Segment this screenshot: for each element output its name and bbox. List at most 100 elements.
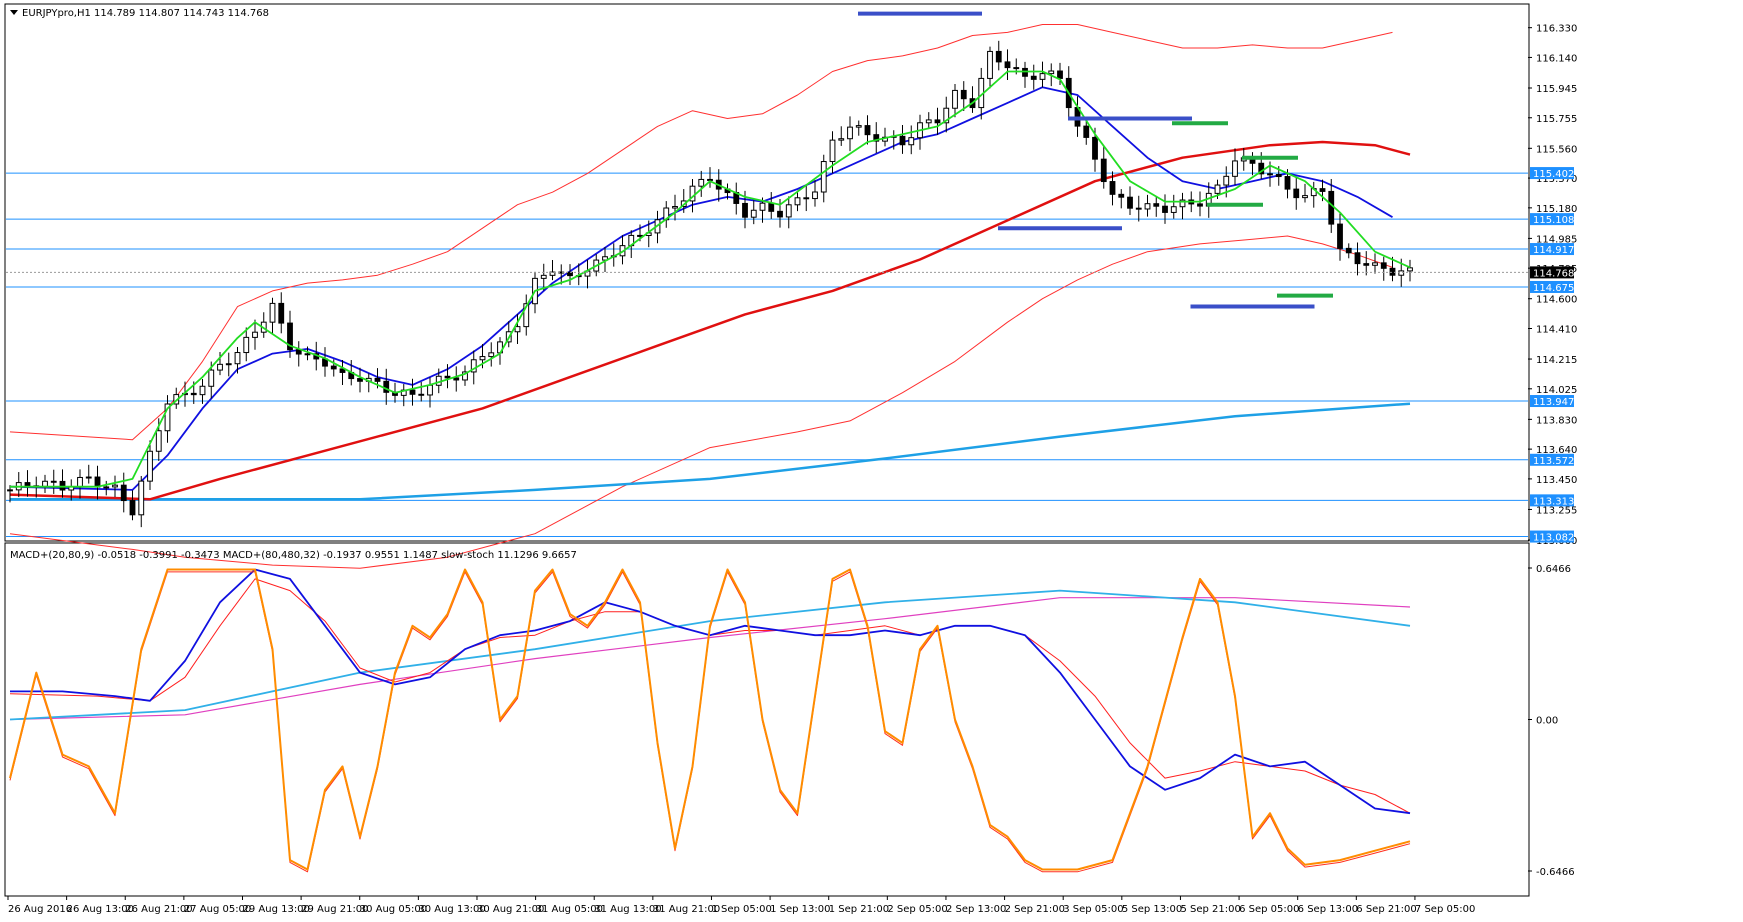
candle-down bbox=[777, 210, 783, 218]
level-tag bbox=[1530, 213, 1574, 226]
candle-up bbox=[1170, 206, 1177, 213]
candle-up bbox=[514, 326, 521, 333]
price-tick-label: 114.410 bbox=[1536, 324, 1577, 335]
time-tick-label: 2 Sep 21:00 bbox=[1005, 904, 1065, 915]
macd-blue-line bbox=[10, 568, 1411, 815]
time-tick-label: 1 Sep 05:00 bbox=[711, 904, 771, 915]
chart-header: EURJPYpro,H1 114.789 114.807 114.743 114… bbox=[22, 8, 269, 19]
candle-up bbox=[672, 206, 678, 209]
current-price-label: 114.768 bbox=[1533, 268, 1574, 279]
candle-down bbox=[768, 202, 775, 212]
candle-up bbox=[1048, 70, 1055, 75]
level-tag bbox=[1530, 453, 1574, 466]
time-tick-label: 30 Aug 21:00 bbox=[477, 904, 544, 915]
candle-down bbox=[1275, 174, 1282, 178]
candle-up bbox=[225, 363, 232, 366]
candle-down bbox=[278, 302, 285, 324]
candle-down bbox=[995, 50, 1002, 63]
candle-up bbox=[987, 50, 993, 79]
candle-down bbox=[1109, 181, 1116, 195]
time-tick-label: 29 Aug 13:00 bbox=[242, 904, 309, 915]
candle-down bbox=[1380, 262, 1387, 269]
candle-up bbox=[1223, 175, 1230, 186]
candle-down bbox=[1293, 188, 1300, 199]
candle-up bbox=[759, 202, 766, 211]
candle-up bbox=[462, 371, 468, 381]
macd-red-line bbox=[9, 578, 1411, 814]
candle-up bbox=[1302, 195, 1308, 199]
ma-cyan-line bbox=[10, 402, 1411, 501]
candle-up bbox=[112, 484, 118, 488]
candle-up bbox=[269, 302, 276, 323]
current-price-tag bbox=[1530, 266, 1574, 279]
dropdown-arrow-icon bbox=[10, 10, 18, 15]
level-tag bbox=[1530, 395, 1574, 408]
candle-up bbox=[85, 476, 92, 479]
price-tick-label: 114.215 bbox=[1536, 355, 1577, 366]
candle-up bbox=[925, 119, 932, 124]
candle-up bbox=[1144, 203, 1151, 210]
level-label: 114.675 bbox=[1533, 283, 1574, 294]
candle-up bbox=[304, 353, 311, 356]
candle-up bbox=[208, 369, 215, 387]
candle-down bbox=[59, 480, 66, 491]
candle-up bbox=[1179, 199, 1186, 208]
candle-down bbox=[383, 380, 390, 393]
candle-up bbox=[199, 385, 206, 396]
candle-up bbox=[952, 89, 958, 109]
lower-band-line bbox=[9, 235, 1393, 569]
time-tick-label: 5 Sep 13:00 bbox=[1122, 904, 1182, 915]
candle-down bbox=[453, 377, 460, 381]
level-label: 115.402 bbox=[1533, 169, 1574, 180]
candle-up bbox=[252, 331, 258, 338]
candle-up bbox=[479, 356, 486, 361]
candle-down bbox=[960, 89, 967, 100]
level-tag bbox=[1530, 280, 1574, 293]
price-tick-label: 115.945 bbox=[1536, 84, 1577, 95]
candle-up bbox=[1214, 184, 1221, 194]
indicator-tick-label: -0.6466 bbox=[1536, 867, 1575, 878]
candle-down bbox=[190, 392, 197, 396]
time-tick-label: 30 Aug 05:00 bbox=[360, 904, 427, 915]
candle-down bbox=[1135, 207, 1142, 210]
candle-up bbox=[855, 125, 862, 128]
candle-up bbox=[943, 107, 950, 124]
candle-up bbox=[427, 384, 433, 396]
level-tag bbox=[1530, 243, 1574, 256]
level-label: 113.947 bbox=[1533, 397, 1574, 408]
candle-up bbox=[1407, 267, 1413, 272]
stoch-main-line bbox=[9, 568, 1411, 871]
candle-up bbox=[847, 126, 853, 140]
time-tick-label: 5 Sep 21:00 bbox=[1180, 904, 1240, 915]
candle-up bbox=[549, 271, 556, 276]
candle-down bbox=[1030, 75, 1037, 80]
candle-down bbox=[803, 197, 810, 200]
level-tag bbox=[1530, 530, 1574, 543]
time-tick-label: 6 Sep 05:00 bbox=[1239, 904, 1299, 915]
candle-down bbox=[409, 389, 416, 395]
candle-up bbox=[750, 209, 757, 218]
time-tick-label: 31 Aug 05:00 bbox=[536, 904, 603, 915]
candle-down bbox=[899, 135, 906, 146]
ma-red-line bbox=[9, 140, 1411, 501]
candle-down bbox=[374, 377, 381, 382]
candle-down bbox=[129, 500, 136, 516]
indicator-tick-label: 0.00 bbox=[1536, 716, 1558, 727]
upper-band-line bbox=[9, 24, 1393, 441]
candle-down bbox=[1354, 252, 1361, 265]
candle-up bbox=[488, 352, 495, 358]
candle-down bbox=[1004, 61, 1011, 69]
candle-down bbox=[444, 375, 451, 379]
time-tick-label: 6 Sep 21:00 bbox=[1356, 904, 1416, 915]
candle-up bbox=[540, 274, 547, 279]
candle-down bbox=[1153, 203, 1160, 207]
candle-up bbox=[523, 303, 530, 328]
candle-down bbox=[1319, 188, 1326, 192]
candle-down bbox=[934, 119, 941, 124]
candle-up bbox=[698, 178, 705, 187]
candle-up bbox=[820, 161, 827, 193]
indicator-header: MACD+(20,80,9) -0.0518 -0.3991 -0.3473 M… bbox=[10, 550, 577, 561]
candle-down bbox=[339, 368, 346, 373]
price-tick-label: 113.255 bbox=[1536, 505, 1577, 516]
